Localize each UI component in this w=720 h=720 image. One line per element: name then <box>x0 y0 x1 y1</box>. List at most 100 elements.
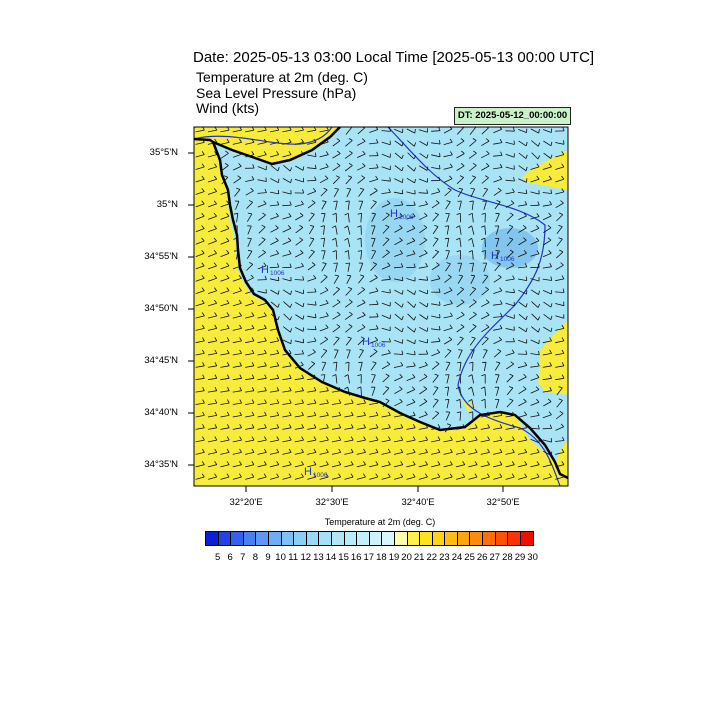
wind-barb <box>294 178 304 183</box>
wind-barb-flag <box>412 436 416 441</box>
wind-barb <box>195 166 205 170</box>
wind-barb-flag <box>525 154 528 159</box>
wind-barb-flag <box>512 127 515 132</box>
wind-barb-flag <box>201 151 205 155</box>
wind-barb <box>207 191 217 195</box>
wind-barb <box>517 414 527 418</box>
wind-barb <box>370 362 377 371</box>
wind-barb <box>406 377 416 381</box>
wind-barb-flag <box>550 451 553 456</box>
wind-barb-flag <box>301 461 304 465</box>
colorbar-label: 21 <box>413 552 425 563</box>
wind-barb-flag <box>332 250 337 253</box>
wind-barb-flag <box>239 461 242 465</box>
wind-barb-flag <box>500 151 503 156</box>
wind-barb <box>394 401 403 407</box>
wind-barb <box>257 142 267 145</box>
colorbar-label: 15 <box>338 552 349 563</box>
wind-barb <box>344 152 353 159</box>
wind-barb <box>406 452 416 455</box>
wind-barb-flag <box>474 448 478 453</box>
wind-barb-flag <box>471 175 476 178</box>
wind-barb <box>345 326 353 333</box>
wind-barb-flag <box>302 327 305 332</box>
wind-barb-flag <box>536 448 540 453</box>
wind-barb-flag <box>357 374 362 377</box>
wind-barb <box>257 179 267 182</box>
h-value: 1006 <box>399 214 414 221</box>
wind-barb <box>443 128 453 134</box>
wind-barb <box>319 476 329 480</box>
wind-barb-flag <box>313 138 317 143</box>
map-frame <box>193 126 569 487</box>
wind-barb-flag <box>264 362 267 366</box>
wind-barb <box>543 326 552 333</box>
wind-barb-flag <box>509 212 514 216</box>
wind-barb-flag <box>288 362 292 366</box>
wind-barb-flag <box>311 262 316 266</box>
wind-barb <box>542 192 552 194</box>
wind-barb-flag <box>261 224 266 228</box>
wind-barb <box>307 340 317 343</box>
wind-barb <box>369 402 379 405</box>
wind-barb <box>294 340 304 344</box>
colorbar-label: 12 <box>300 552 312 563</box>
wind-barb <box>542 464 552 468</box>
wind-barb-flag <box>485 324 490 328</box>
wind-barb <box>456 326 465 333</box>
wind-barb-flag <box>499 448 503 453</box>
wind-barb-flag <box>462 436 466 441</box>
wind-barb <box>270 289 279 295</box>
wind-barb-flag <box>262 212 266 216</box>
wind-barb-flag <box>499 287 503 292</box>
wind-barb <box>344 452 354 455</box>
wind-barb <box>543 401 552 407</box>
wind-barb <box>195 439 205 443</box>
wind-barb <box>431 142 441 145</box>
wind-barb <box>331 427 341 430</box>
wind-barb-flag <box>202 436 205 441</box>
wind-barb-flag <box>499 175 503 180</box>
wind-barb-flag <box>376 163 379 168</box>
wind-barb-flag <box>226 362 230 366</box>
wind-barb <box>232 153 242 158</box>
wind-barb <box>495 374 500 384</box>
wind-barb <box>418 427 428 430</box>
wind-barb <box>530 476 540 480</box>
wind-barb-flag <box>425 262 428 267</box>
wind-barb <box>344 439 354 443</box>
wind-barb <box>443 339 453 345</box>
wind-barb <box>419 388 428 395</box>
wind-barb <box>207 390 217 393</box>
wind-barb-flag <box>301 138 304 143</box>
wind-barb-flag <box>385 237 390 240</box>
wind-barb <box>493 155 503 157</box>
wind-barb-flag <box>202 349 205 354</box>
wind-barb <box>307 328 317 331</box>
wind-barb <box>471 200 474 210</box>
wind-barb-flag <box>201 225 205 229</box>
wind-barb <box>331 439 341 443</box>
wind-barb-flag <box>522 224 527 229</box>
wind-barb <box>282 216 292 220</box>
wind-barb <box>431 464 441 468</box>
wind-barb-flag <box>560 262 564 266</box>
wind-barb <box>471 225 475 235</box>
wind-barb <box>282 452 292 455</box>
wind-barb <box>518 301 527 308</box>
wind-barb <box>195 265 205 270</box>
wind-barb <box>294 476 304 480</box>
wind-barb <box>307 167 317 170</box>
wind-barb <box>406 401 416 406</box>
wind-barb <box>269 377 279 381</box>
wind-barb-flag <box>522 386 527 390</box>
wind-barb-flag <box>213 200 217 205</box>
wind-barb <box>381 192 391 194</box>
wind-barb-flag <box>536 213 540 217</box>
wind-barb <box>431 340 441 343</box>
wind-barb-flag <box>549 337 552 342</box>
wind-barb-flag <box>485 299 490 303</box>
wind-barb <box>307 427 317 430</box>
wind-barb-flag <box>412 461 416 465</box>
colorbar-label: 20 <box>401 552 412 563</box>
